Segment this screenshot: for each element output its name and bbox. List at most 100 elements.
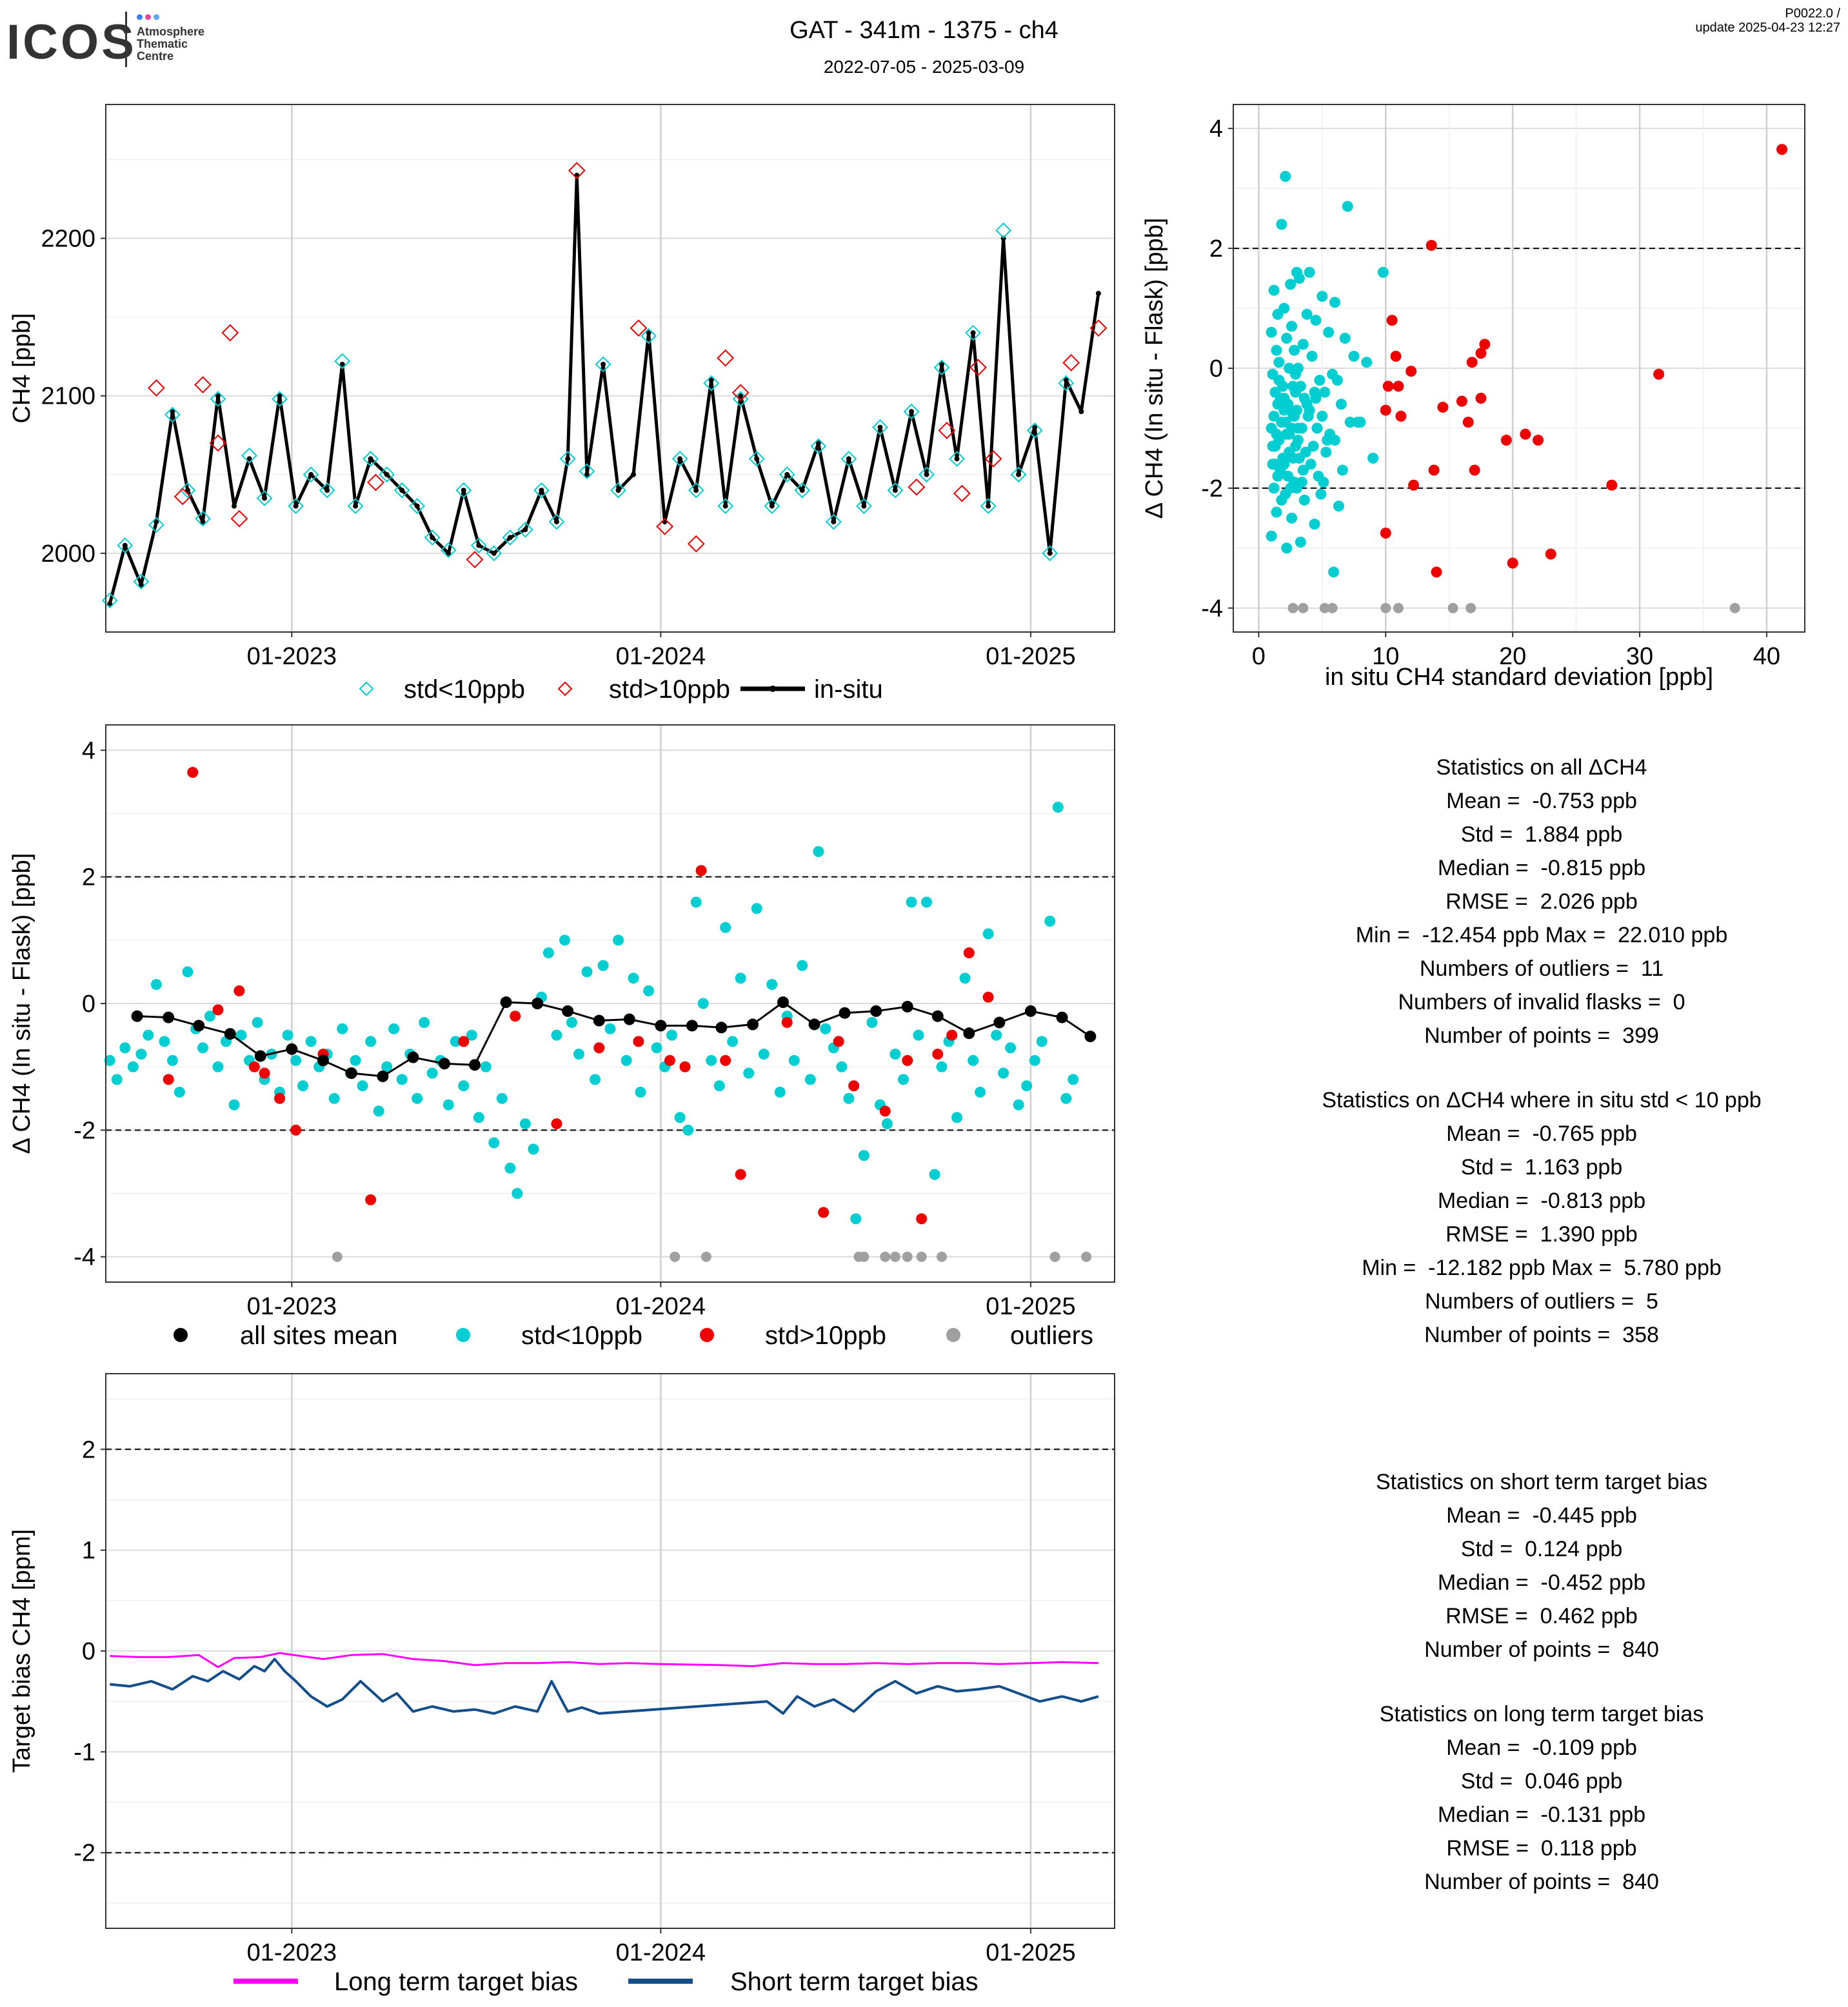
delta-high-std-point: [963, 947, 975, 958]
insitu-point: [215, 393, 221, 399]
delta-low-std-point: [166, 1054, 178, 1066]
delta-low-std-point: [813, 845, 824, 857]
flask-low-std-marker: [486, 545, 502, 562]
delta-low-std-point: [104, 1054, 115, 1066]
delta-low-std-point: [350, 1054, 361, 1066]
mean-point: [931, 1010, 944, 1022]
delta-low-std-point: [843, 1092, 855, 1104]
delta-high-std-point: [664, 1054, 675, 1066]
scatter-low-std-point: [1339, 333, 1351, 344]
stats-low-minmax: Min = -12.182 ppb Max = 5.780 ppb: [1362, 1256, 1722, 1280]
mean-point: [500, 996, 512, 1009]
mean-point: [686, 1020, 698, 1032]
stats-all-invalid: Numbers of invalid flasks = 0: [1398, 990, 1685, 1014]
delta-high-std-point: [274, 1092, 286, 1104]
scatter-outlier-point: [1729, 602, 1740, 613]
scatter-high-std-point: [1545, 548, 1556, 560]
insitu-point: [631, 471, 637, 477]
insitu-point: [892, 488, 898, 493]
logo-dot: [154, 14, 159, 20]
flask-low-std-marker: [363, 450, 379, 467]
delta-frame: [105, 724, 1115, 1283]
stats-all-block: Statistics on all ΔCH4 Mean = -0.753 ppb…: [1213, 751, 1848, 1053]
delta-low-std-point: [473, 1112, 484, 1123]
delta-ytick-label: -2: [74, 1117, 95, 1144]
insitu-point: [565, 456, 571, 462]
delta-xtick-label: 01-2025: [986, 1293, 1075, 1320]
insitu-point: [1047, 550, 1053, 556]
stats-low-block: Statistics on ΔCH4 where in situ std < 1…: [1213, 1083, 1848, 1352]
legend-mean-icon: [174, 1328, 188, 1342]
delta-low-std-point: [396, 1074, 408, 1085]
delta-outlier-point: [937, 1251, 948, 1262]
scatter-low-std-point: [1271, 506, 1282, 518]
delta-low-std-point: [951, 1112, 963, 1123]
insitu-point: [138, 582, 144, 588]
scatter-low-std-point: [1272, 470, 1284, 482]
page-title: GAT - 341m - 1375 - ch4: [790, 17, 1058, 44]
scatter-xtick-label: 10: [1372, 643, 1399, 670]
insitu-point: [769, 503, 775, 509]
scatter-low-std-point: [1276, 495, 1287, 506]
delta-outlier-point: [880, 1251, 891, 1262]
stats-short-block: Statistics on short term target bias Mea…: [1213, 1465, 1848, 1666]
mean-point: [808, 1018, 820, 1031]
target-xtick-label: 01-2023: [247, 1939, 337, 1966]
scatter-frame: [1233, 104, 1805, 633]
delta-high-std-point: [510, 1011, 521, 1022]
scatter-low-std-point: [1316, 410, 1328, 422]
insitu-point: [339, 361, 345, 367]
mean-point: [469, 1059, 481, 1071]
scatter-low-std-point: [1268, 410, 1280, 422]
delta-low-std-point: [836, 1061, 848, 1073]
scatter-low-std-point: [1306, 350, 1318, 362]
logo-dot: [137, 14, 143, 20]
scatter-low-std-point: [1367, 452, 1379, 464]
insitu-point: [232, 503, 237, 509]
stats-long-title: Statistics on long term target bias: [1379, 1702, 1704, 1726]
insitu-point: [584, 471, 590, 477]
scatter-low-std-point: [1285, 279, 1297, 290]
scatter-low-std-point: [1377, 266, 1389, 278]
mean-point: [746, 1018, 759, 1031]
stats-all-std: Std = 1.884 ppb: [1460, 822, 1623, 847]
delta-low-std-point: [159, 1036, 170, 1047]
delta-low-std-point: [1013, 1099, 1024, 1111]
insitu-point: [170, 409, 175, 415]
delta-ytick-label: 4: [82, 737, 95, 764]
flask-high-std-marker: [209, 434, 227, 452]
target-ytick-label: 2: [82, 1436, 95, 1463]
insitu-point: [1078, 409, 1084, 415]
scatter-low-std-point: [1333, 500, 1344, 512]
delta-high-std-point: [248, 1061, 260, 1073]
scatter-low-std-point: [1281, 333, 1293, 344]
timeseries-xtick-label: 01-2023: [247, 643, 337, 670]
flask-low-std-marker: [610, 482, 626, 499]
delta-outlier-point: [916, 1251, 927, 1262]
scatter-high-std-point: [1475, 392, 1487, 404]
scatter-xlabel: in situ CH4 standard deviation [ppb]: [1325, 664, 1713, 691]
delta-low-std-point: [282, 1029, 293, 1041]
delta-high-std-point: [946, 1029, 958, 1041]
insitu-point: [553, 519, 559, 525]
stats-low-std: Std = 1.163 ppb: [1460, 1155, 1623, 1180]
flask-low-std-marker: [455, 482, 472, 499]
scatter-high-std-point: [1606, 479, 1618, 491]
insitu-point: [799, 488, 805, 493]
insitu-point: [122, 542, 128, 548]
mean-point: [870, 1005, 882, 1017]
scatter-low-std-point: [1311, 422, 1323, 434]
scatter-high-std-point: [1390, 350, 1402, 362]
delta-low-std-point: [542, 947, 554, 958]
mean-point: [1056, 1011, 1068, 1023]
mean-point: [1084, 1031, 1097, 1043]
delta-low-std-point: [528, 1143, 539, 1155]
delta-low-std-point: [682, 1124, 694, 1136]
delta-low-std-point: [119, 1042, 131, 1054]
scatter-high-std-point: [1393, 381, 1404, 392]
delta-low-std-point: [305, 1036, 317, 1047]
insitu-point: [491, 550, 497, 556]
flask-low-std-marker: [393, 482, 410, 499]
delta-low-std-point: [496, 1092, 508, 1104]
delta-outlier-point: [332, 1251, 343, 1262]
